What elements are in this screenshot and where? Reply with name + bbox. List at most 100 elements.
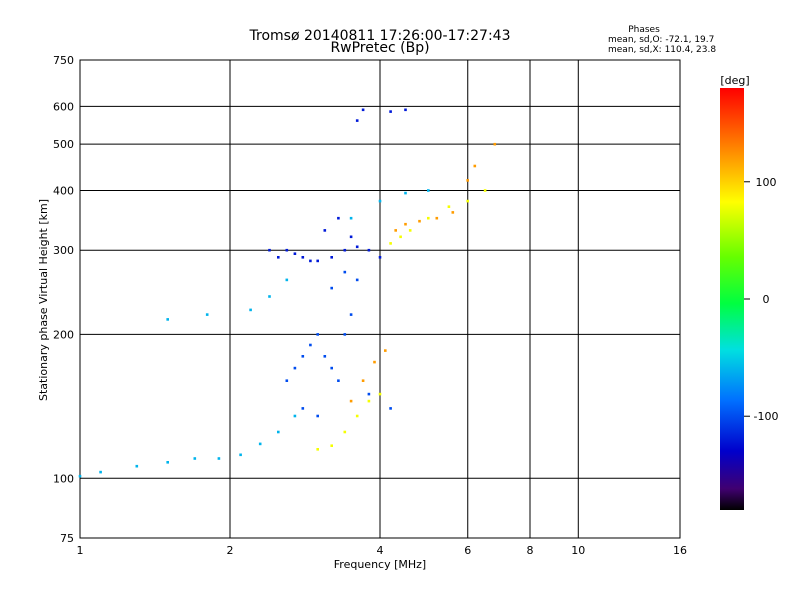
data-point <box>277 430 280 434</box>
data-point <box>99 470 102 474</box>
y-tick-label: 600 <box>53 100 74 113</box>
data-point <box>258 442 262 446</box>
title-block: Tromsø 20140811 17:26:00-17:27:43 RwPret… <box>249 28 511 56</box>
x-tick-label: 8 <box>527 544 534 557</box>
data-point <box>466 199 469 203</box>
x-axis-label: Frequency [MHz] <box>334 558 426 571</box>
data-point <box>394 229 397 232</box>
data-point <box>285 379 289 382</box>
data-point <box>404 191 407 195</box>
data-point <box>427 189 430 192</box>
data-point <box>378 256 382 259</box>
data-point <box>493 142 497 146</box>
data-point <box>466 179 469 182</box>
y-tick-label: 750 <box>53 54 74 67</box>
data-point <box>349 313 353 316</box>
data-point <box>355 245 359 249</box>
data-point <box>384 349 387 352</box>
y-ticks: 75 100 200 300 400 500 600 750 <box>53 54 74 545</box>
colorbar-tick-label: 0 <box>763 293 770 306</box>
scatter-points <box>78 108 497 478</box>
data-point <box>285 248 289 252</box>
data-point <box>473 164 477 168</box>
data-point <box>451 211 455 214</box>
data-point <box>367 392 371 396</box>
y-tick-label: 500 <box>53 138 74 151</box>
data-point <box>268 295 271 298</box>
y-tick-label: 400 <box>53 184 74 197</box>
data-point <box>355 414 359 418</box>
legend-block: Phases mean, sd,O: -72.1, 19.7 mean, sd,… <box>608 25 716 55</box>
colorbar-ticks: 100 0 -100 <box>744 176 778 423</box>
chart-subtitle: RwPretec (Bp) <box>330 40 429 56</box>
data-point <box>293 252 297 255</box>
data-point <box>217 457 221 460</box>
data-point <box>323 229 327 232</box>
legend-title: Phases <box>628 25 660 35</box>
plot-area: 1 2 4 6 8 10 16 75 100 200 300 400 500 600 750 <box>53 54 687 557</box>
data-point <box>367 399 371 403</box>
data-point <box>349 399 353 403</box>
data-point <box>343 333 347 336</box>
grid-lines <box>80 60 680 538</box>
x-tick-label: 2 <box>227 544 234 557</box>
data-point <box>330 286 333 290</box>
x-tick-label: 1 <box>77 544 84 557</box>
data-point <box>373 360 376 364</box>
x-tick-label: 16 <box>673 544 687 557</box>
data-point <box>408 229 412 232</box>
data-point <box>389 242 392 245</box>
y-tick-label: 75 <box>60 532 74 545</box>
data-point <box>378 392 382 396</box>
data-point <box>355 278 359 282</box>
data-point <box>193 457 197 460</box>
data-point <box>404 222 407 226</box>
data-point <box>316 414 319 418</box>
colorbar: [deg] 100 0 -100 <box>720 74 778 510</box>
y-tick-label: 300 <box>53 244 74 257</box>
data-point <box>367 248 371 252</box>
data-point <box>301 355 305 358</box>
data-point <box>349 216 353 220</box>
data-point <box>316 259 319 263</box>
colorbar-label: [deg] <box>720 74 749 87</box>
data-point <box>293 414 297 418</box>
data-point <box>249 308 252 312</box>
data-point <box>285 278 289 282</box>
data-point <box>316 333 319 336</box>
data-point <box>337 216 340 220</box>
y-axis-label: Stationary phase Virtual Height [km] <box>37 199 50 401</box>
data-point <box>301 256 305 259</box>
legend-line-x: mean, sd,X: 110.4, 23.8 <box>608 45 716 55</box>
data-point <box>330 366 333 370</box>
data-point <box>427 216 430 220</box>
data-point <box>483 189 487 192</box>
chart-title: Tromsø 20140811 17:26:00-17:27:43 <box>249 28 511 44</box>
data-point <box>389 110 392 113</box>
colorbar-gradient <box>720 88 744 510</box>
data-point <box>447 205 451 208</box>
data-point <box>277 256 280 259</box>
x-tick-label: 4 <box>377 544 384 557</box>
y-tick-label: 200 <box>53 328 74 341</box>
data-point <box>239 453 242 457</box>
y-tick-label: 100 <box>53 472 74 485</box>
data-point <box>355 119 359 122</box>
data-point <box>323 355 327 358</box>
data-point <box>361 108 365 112</box>
data-point <box>166 461 169 464</box>
data-point <box>309 343 312 347</box>
legend-line-o: mean, sd,O: -72.1, 19.7 <box>608 35 714 45</box>
data-point <box>268 248 271 252</box>
data-point <box>330 256 333 259</box>
colorbar-tick-label: 100 <box>756 176 777 189</box>
data-point <box>166 318 169 321</box>
data-point <box>337 379 340 382</box>
data-point <box>418 219 421 223</box>
data-point <box>205 313 209 316</box>
data-point <box>301 407 305 410</box>
data-point <box>330 444 333 447</box>
data-point <box>435 216 439 220</box>
data-point <box>389 407 392 410</box>
